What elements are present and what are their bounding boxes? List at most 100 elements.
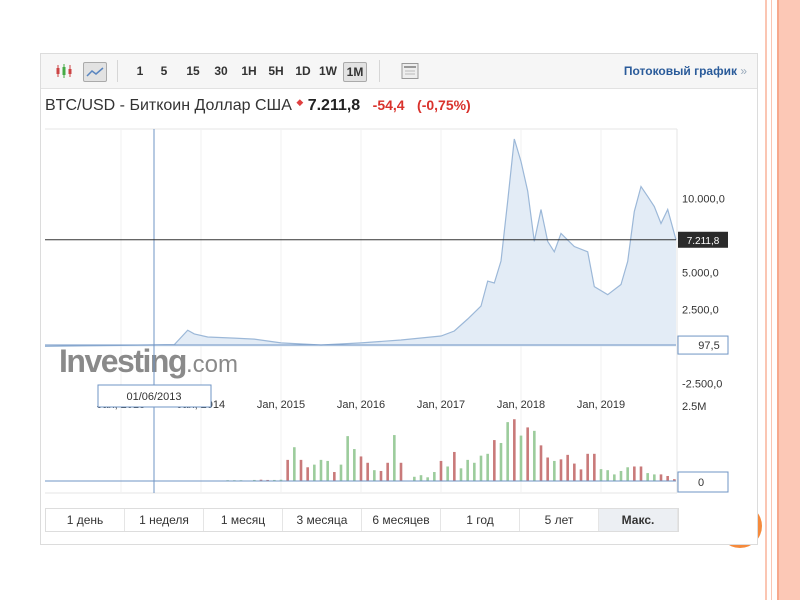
- volume-bar: [373, 470, 376, 481]
- volume-bar: [286, 459, 289, 481]
- volume-bar: [659, 474, 663, 481]
- volume-bar: [453, 451, 456, 481]
- current-price: 7.211,8: [307, 97, 361, 114]
- period-tab[interactable]: 1 год: [441, 509, 520, 531]
- chart-toolbar: 1 5 15 30 1H 5H 1D 1W 1M Потоковый график »: [41, 54, 757, 89]
- volume-bar: [366, 462, 369, 481]
- decorative-band: [777, 0, 800, 600]
- crosshair-date-box: [97, 384, 212, 408]
- volume-bar: [399, 462, 403, 481]
- x-tick-label: Jan, 2018: [497, 399, 545, 411]
- volume-bar: [473, 462, 476, 481]
- volume-bar: [459, 468, 463, 481]
- volume-bar: [519, 435, 523, 481]
- volume-bar: [313, 464, 316, 481]
- interval-1h[interactable]: 1H: [241, 64, 257, 78]
- candlestick-icon[interactable]: [53, 62, 75, 80]
- volume-bar: [553, 460, 556, 481]
- volume-bar: [579, 469, 583, 481]
- volume-bar: [499, 442, 503, 481]
- interval-5[interactable]: 5: [160, 64, 168, 78]
- current-price-badge-label: 7.211,8: [687, 236, 720, 247]
- period-tab[interactable]: Макс.: [599, 509, 678, 531]
- volume-bar: [486, 453, 489, 481]
- volume-bar: [533, 430, 536, 481]
- volume-bar: [439, 460, 443, 481]
- volume-bar: [419, 475, 423, 481]
- price-chart[interactable]: Investing.com 10.000,0 5.000,0 2.500,0 -2.50…: [41, 54, 757, 544]
- volume-tick-label: 2.5M: [682, 401, 706, 413]
- volume-bar: [599, 469, 603, 481]
- investing-logo: Investing.com: [59, 343, 238, 379]
- volume-bar: [393, 435, 396, 481]
- volume-bar: [386, 462, 389, 481]
- interval-1m[interactable]: 1M: [343, 62, 367, 82]
- price-area: [45, 139, 676, 347]
- cursor-price-box: [677, 335, 729, 355]
- line-chart-icon[interactable]: [83, 62, 107, 82]
- volume-bar: [353, 449, 356, 481]
- layout-icon[interactable]: [399, 62, 421, 80]
- divider: [117, 60, 118, 82]
- volume-bar: [333, 472, 336, 481]
- volume-bar: [293, 447, 296, 481]
- volume-bar: [426, 477, 429, 481]
- instrument-header: BTC/USD - Биткоин Доллар США ◆ 7.211,8 -…: [45, 97, 471, 115]
- volume-bar: [653, 474, 656, 481]
- period-tab[interactable]: 1 день: [46, 509, 125, 531]
- volume-bar: [346, 436, 349, 481]
- volume-bar: [493, 440, 496, 481]
- current-price-badge: [678, 231, 728, 248]
- volume-bar: [266, 479, 269, 481]
- x-tick-label: Jan, 2019: [577, 399, 625, 411]
- volume-bar: [559, 459, 563, 481]
- interval-1w[interactable]: 1W: [319, 64, 337, 78]
- period-tab[interactable]: 1 неделя: [125, 509, 204, 531]
- stream-chart-link[interactable]: Потоковый график »: [624, 64, 747, 78]
- volume-bar: [646, 473, 649, 481]
- cursor-volume-box: [677, 471, 729, 493]
- volume-bar: [639, 466, 643, 481]
- volume-bar: [466, 459, 469, 481]
- price-tick-label: 5.000,0: [682, 268, 719, 280]
- volume-bar: [259, 479, 263, 481]
- volume-bar: [379, 470, 383, 481]
- volume-bar: [253, 479, 256, 481]
- volume-bar: [306, 467, 309, 481]
- down-indicator-icon: ◆: [296, 97, 304, 107]
- divider: [379, 60, 380, 82]
- volume-bar: [539, 445, 543, 481]
- cursor-price-label: 97,5: [698, 340, 719, 352]
- stream-label: Потоковый график: [623, 64, 737, 78]
- volume-bar: [626, 467, 629, 481]
- volume-bar: [446, 466, 449, 481]
- period-tab[interactable]: 1 месяц: [204, 509, 283, 531]
- period-tab[interactable]: 6 месяцев: [362, 509, 441, 531]
- volume-bar: [413, 476, 416, 481]
- volume-bar: [359, 456, 363, 481]
- period-tab[interactable]: 3 месяца: [283, 509, 362, 531]
- price-change: -54,4: [372, 97, 405, 113]
- interval-30[interactable]: 30: [214, 64, 228, 78]
- volume-bar: [339, 464, 343, 481]
- volume-bar: [319, 459, 323, 481]
- volume-bar: [633, 466, 636, 481]
- interval-5h[interactable]: 5H: [268, 64, 284, 78]
- volume-bar: [606, 470, 609, 481]
- interval-1[interactable]: 1: [136, 64, 144, 78]
- volume-bar: [526, 427, 529, 481]
- volume-bar: [273, 479, 276, 481]
- period-tab[interactable]: 5 лет: [520, 509, 599, 531]
- volume-bar: [279, 479, 283, 481]
- cursor-volume-label: 0: [698, 477, 704, 489]
- volume-bar: [619, 470, 623, 481]
- volume-bar: [326, 460, 329, 481]
- chart-widget: 1 5 15 30 1H 5H 1D 1W 1M Потоковый график » BTC/…: [40, 53, 758, 545]
- volume-bar: [586, 453, 589, 481]
- x-tick-label: Jan, 2017: [417, 399, 465, 411]
- interval-1d[interactable]: 1D: [295, 64, 311, 78]
- volume-bar: [566, 454, 569, 481]
- interval-15[interactable]: 15: [186, 64, 200, 78]
- crosshair-date-label: 01/06/2013: [126, 391, 181, 403]
- volume-bar: [673, 479, 676, 481]
